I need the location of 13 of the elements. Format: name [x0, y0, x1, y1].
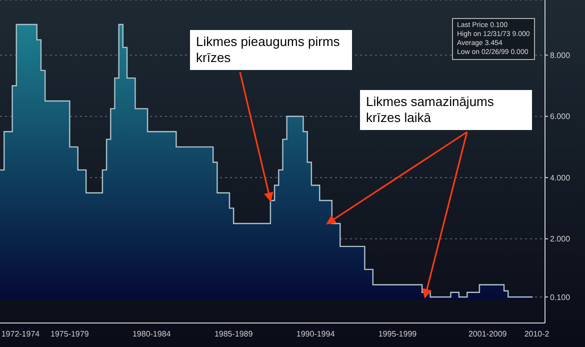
x-tick-label: 1972-1974: [1, 330, 40, 339]
x-tick-label: 1990-1994: [296, 330, 336, 339]
x-tick-label: 1985-1989: [214, 330, 254, 339]
y-tick-label: 6.000: [550, 112, 571, 122]
x-tick-label: 2001-2009: [468, 330, 508, 339]
y-tick-label: 2.000: [550, 234, 571, 244]
y-tick-label: 4.000: [550, 173, 571, 182]
x-tick-label: 1975-1979: [50, 330, 90, 339]
y-tick-label: 0.100: [550, 292, 571, 302]
y-tick-label: 8.000: [550, 50, 571, 60]
x-tick-label: 1980-1984: [132, 330, 172, 339]
x-tick-label: 1995-1999: [378, 330, 418, 339]
x-tick-label: 2010-2: [524, 330, 550, 339]
